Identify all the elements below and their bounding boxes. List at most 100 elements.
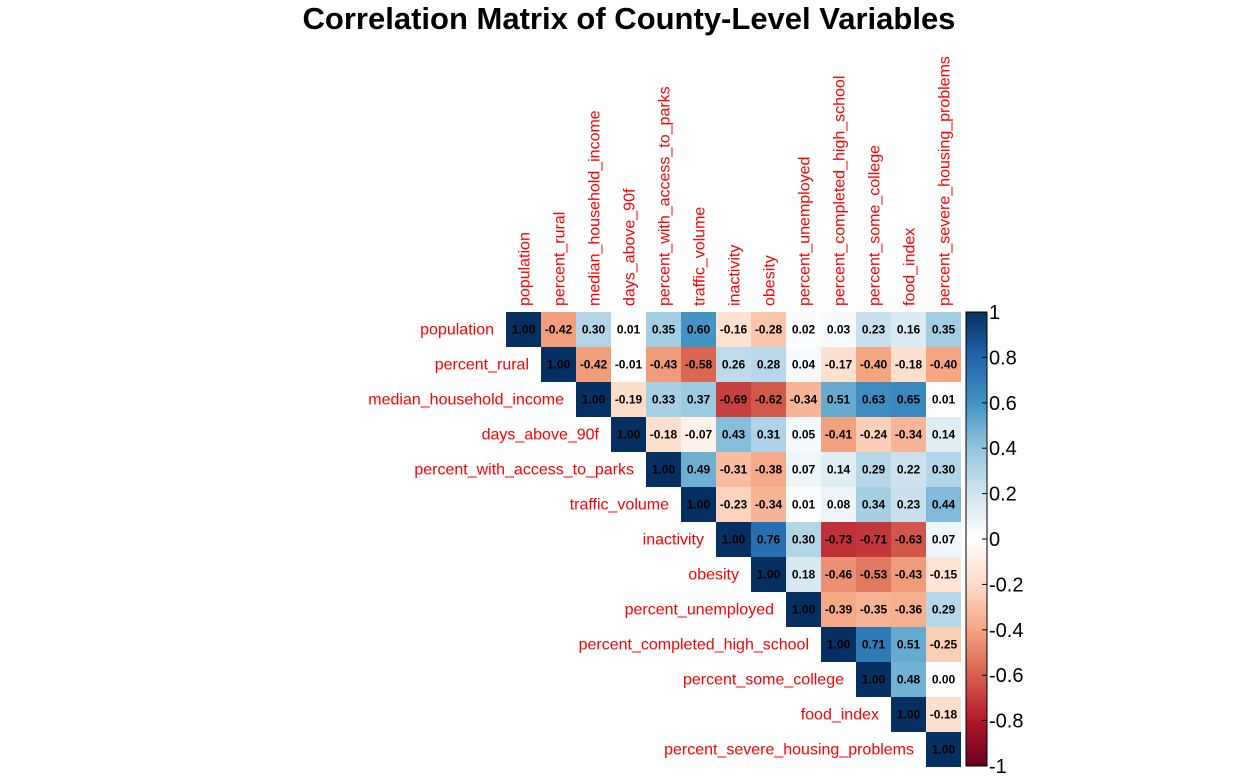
column-label-traffic_volume: traffic_volume	[692, 207, 709, 306]
cell-value-label: 0.30	[582, 323, 606, 337]
heatmap-cell-median_household_income-inactivity	[716, 382, 751, 417]
column-label-percent_some_college: percent_some_college	[867, 145, 884, 306]
heatmap-cell-median_household_income-median_household_income	[576, 382, 611, 417]
cell-value-label: -0.31	[720, 463, 748, 477]
heatmap-cell-inactivity-percent_some_college	[856, 522, 891, 557]
heatmap-cell-percent_some_college-percent_severe_housing_problems	[926, 662, 961, 697]
cell-value-label: 0.03	[827, 323, 851, 337]
cell-value-label: 0.02	[792, 323, 816, 337]
heatmap-cell-median_household_income-percent_completed_high_school	[821, 382, 856, 417]
cell-value-label: 0.34	[862, 498, 886, 512]
cell-value-label: 0.76	[757, 533, 781, 547]
cell-value-label: -0.73	[825, 533, 853, 547]
heatmap-cell-percent_completed_high_school-food_index	[891, 627, 926, 662]
heatmap-cell-days_above_90f-food_index	[891, 417, 926, 452]
cell-value-label: -0.19	[615, 393, 643, 407]
heatmap-cell-percent_unemployed-percent_completed_high_school	[821, 592, 856, 627]
heatmap-cell-population-population	[506, 312, 541, 347]
cell-value-label: 1.00	[652, 463, 676, 477]
heatmap-cell-traffic_volume-percent_completed_high_school	[821, 487, 856, 522]
heatmap-cell-percent_rural-percent_some_college	[856, 347, 891, 382]
cell-value-label: -0.35	[860, 603, 888, 617]
column-label-days_above_90f: days_above_90f	[622, 188, 639, 306]
cell-value-label: 0.18	[792, 568, 816, 582]
heatmap-cell-percent_rural-days_above_90f	[611, 347, 646, 382]
row-label-days_above_90f: days_above_90f	[482, 427, 600, 444]
cell-value-label: -0.07	[685, 428, 713, 442]
heatmap-cell-population-percent_severe_housing_problems	[926, 312, 961, 347]
cell-value-label: 0.35	[932, 323, 956, 337]
heatmap-cell-obesity-percent_severe_housing_problems	[926, 557, 961, 592]
row-label-traffic_volume: traffic_volume	[570, 497, 669, 514]
cell-value-label: 1.00	[757, 568, 781, 582]
cell-value-label: 0.29	[862, 463, 886, 477]
heatmap-cell-traffic_volume-traffic_volume	[681, 487, 716, 522]
cell-value-label: 0.01	[792, 498, 816, 512]
cell-value-label: 0.71	[862, 638, 886, 652]
cell-value-label: -0.18	[650, 428, 678, 442]
heatmap-cell-percent_rural-inactivity	[716, 347, 751, 382]
cell-value-label: -0.18	[930, 708, 958, 722]
cell-value-label: -0.53	[860, 568, 888, 582]
row-label-obesity: obesity	[688, 567, 739, 584]
heatmap-cell-percent_unemployed-percent_unemployed	[786, 592, 821, 627]
cell-value-label: 1.00	[897, 708, 921, 722]
cell-value-label: -0.23	[720, 498, 748, 512]
colorbar-tick-label: -0.4	[989, 620, 1023, 642]
heatmap-cell-obesity-percent_completed_high_school	[821, 557, 856, 592]
heatmap-cell-median_household_income-percent_severe_housing_problems	[926, 382, 961, 417]
cell-value-label: -0.58	[685, 358, 713, 372]
cell-value-label: -0.46	[825, 568, 853, 582]
heatmap-cell-percent_some_college-percent_some_college	[856, 662, 891, 697]
cell-value-label: 0.07	[792, 463, 816, 477]
heatmap-cell-obesity-obesity	[751, 557, 786, 592]
row-label-inactivity: inactivity	[643, 532, 704, 549]
heatmap-cell-population-traffic_volume	[681, 312, 716, 347]
row-label-percent_completed_high_school: percent_completed_high_school	[579, 637, 809, 654]
heatmap-cell-inactivity-inactivity	[716, 522, 751, 557]
heatmap-cell-obesity-food_index	[891, 557, 926, 592]
cell-value-label: -0.43	[895, 568, 923, 582]
heatmap-cell-inactivity-percent_severe_housing_problems	[926, 522, 961, 557]
cell-value-label: 0.16	[897, 323, 921, 337]
heatmap-cell-traffic_volume-percent_severe_housing_problems	[926, 487, 961, 522]
chart-title: Correlation Matrix of County-Level Varia…	[303, 1, 956, 36]
cell-value-label: -0.16	[720, 323, 748, 337]
heatmap-cell-traffic_volume-percent_some_college	[856, 487, 891, 522]
heatmap-cell-days_above_90f-traffic_volume	[681, 417, 716, 452]
heatmap-cells: 1.00 -0.42 0.30 0.01 0.35 0.60 -0.16 -0.28 0.02 0…	[506, 312, 961, 767]
heatmap-cell-inactivity-food_index	[891, 522, 926, 557]
cell-value-label: 0.28	[757, 358, 781, 372]
heatmap-cell-inactivity-percent_completed_high_school	[821, 522, 856, 557]
heatmap-cell-food_index-percent_severe_housing_problems	[926, 697, 961, 732]
column-label-median_household_income: median_household_income	[587, 110, 604, 306]
colorbar: 1 0.8 0.6 0.4 0.2 0 -0.2 -0.4 -0.6 -0.8 -1	[965, 302, 1023, 778]
heatmap-cell-population-percent_some_college	[856, 312, 891, 347]
column-label-inactivity: inactivity	[727, 245, 744, 306]
cell-value-label: -0.42	[545, 323, 573, 337]
heatmap-cell-percent_with_access_to_parks-food_index	[891, 452, 926, 487]
cell-value-label: 1.00	[827, 638, 851, 652]
heatmap-cell-traffic_volume-obesity	[751, 487, 786, 522]
row-label-food_index: food_index	[801, 707, 879, 724]
cell-value-label: 0.08	[827, 498, 851, 512]
cell-value-label: -0.39	[825, 603, 853, 617]
row-label-percent_rural: percent_rural	[435, 357, 529, 374]
cell-value-label: 0.49	[687, 463, 711, 477]
colorbar-tick-label: 0.6	[989, 393, 1017, 415]
cell-value-label: 0.05	[792, 428, 816, 442]
cell-value-label: 1.00	[862, 673, 886, 687]
column-label-population: population	[517, 232, 534, 306]
cell-value-label: -0.42	[580, 358, 608, 372]
row-label-percent_with_access_to_parks: percent_with_access_to_parks	[414, 462, 634, 479]
column-labels: population percent_rural median_household_…	[517, 56, 954, 306]
heatmap-cell-inactivity-obesity	[751, 522, 786, 557]
heatmap-cell-population-obesity	[751, 312, 786, 347]
heatmap-cell-percent_rural-percent_with_access_to_parks	[646, 347, 681, 382]
heatmap-cell-days_above_90f-percent_with_access_to_parks	[646, 417, 681, 452]
heatmap-cell-median_household_income-percent_unemployed	[786, 382, 821, 417]
cell-value-label: 0.44	[932, 498, 956, 512]
cell-value-label: 1.00	[687, 498, 711, 512]
cell-value-label: 0.37	[687, 393, 711, 407]
